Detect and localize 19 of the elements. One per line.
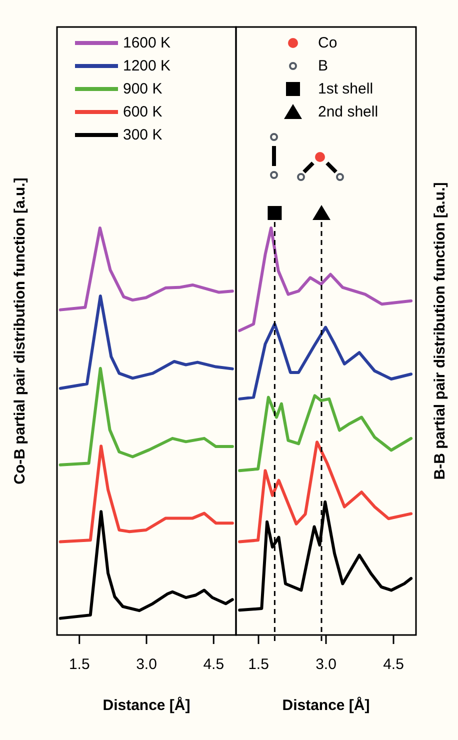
legend-label: 1200 K xyxy=(123,58,171,74)
legend-label: 600 K xyxy=(123,104,162,120)
legend-label: 300 K xyxy=(123,126,162,144)
y-axis-title: Co-B partial pair distribution function [a.u.] xyxy=(12,178,28,484)
x-tick-label: 4.5 xyxy=(383,656,404,673)
x-axis-title: Distance [Å] xyxy=(102,696,190,714)
x-tick-label: 3.0 xyxy=(136,656,157,673)
text: Co xyxy=(318,34,338,52)
y-axis-title: B-B partial pair distribution function [a.u.] xyxy=(432,182,448,480)
x-tick-label: 4.5 xyxy=(203,656,224,673)
text: B xyxy=(318,58,328,74)
x-tick-label: 1.5 xyxy=(248,656,269,673)
legend-label: 1st shell xyxy=(318,80,374,98)
x-tick-label: 1.5 xyxy=(68,656,90,673)
legend-label: 2nd shell xyxy=(318,104,378,120)
legend-label: 900 K xyxy=(123,80,162,98)
x-tick-label: 3.0 xyxy=(316,656,336,673)
legend-label: 1600 K xyxy=(123,34,171,52)
x-axis-title: Distance [Å] xyxy=(282,696,370,714)
